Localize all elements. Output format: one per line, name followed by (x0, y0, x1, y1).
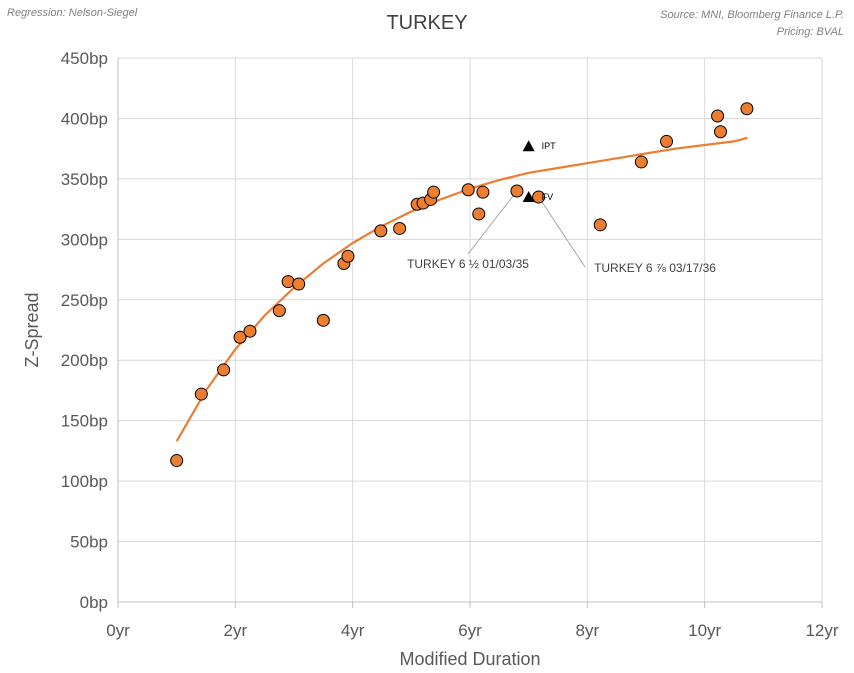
data-point (593, 218, 607, 232)
data-point (292, 277, 306, 291)
x-tick-label: 10yr (688, 621, 721, 640)
y-tick-label: 100bp (61, 472, 108, 491)
y-tick-label: 400bp (61, 109, 108, 128)
data-point (170, 454, 184, 468)
x-axis-title: Modified Duration (399, 649, 540, 669)
x-tick-label: 8yr (576, 621, 600, 640)
y-tick-label: 300bp (61, 230, 108, 249)
y-tick-label: 50bp (70, 533, 108, 552)
triangle-marker (522, 191, 535, 203)
data-point (740, 102, 754, 116)
callout-leader-line (538, 196, 586, 268)
source-line: Source: MNI, Bloomberg Finance L.P. (660, 9, 844, 21)
data-point (281, 275, 295, 289)
marker-label: IPT (542, 141, 557, 151)
x-tick-label: 0yr (106, 621, 130, 640)
data-point (393, 221, 407, 235)
data-point (233, 330, 247, 344)
data-point (316, 313, 330, 327)
y-tick-label: 350bp (61, 170, 108, 189)
data-point (532, 190, 546, 204)
pricing-markers: IPT FV (522, 140, 557, 203)
data-point (217, 363, 231, 377)
x-tick-label: 4yr (341, 621, 365, 640)
callout-labels: TURKEY 6 ½ 01/03/35 TURKEY 6 ⅞ 03/17/36 (407, 257, 716, 275)
pricing-line: Pricing: BVAL (776, 26, 844, 38)
callout-label: TURKEY 6 ½ 01/03/35 (407, 257, 529, 271)
y-tick-label: 250bp (61, 291, 108, 310)
data-point (194, 387, 208, 401)
data-point (714, 125, 728, 139)
data-point (243, 324, 257, 338)
y-tick-label: 0bp (80, 593, 108, 612)
data-point (341, 249, 355, 263)
data-point (427, 185, 441, 199)
x-tick-label: 12yr (805, 621, 838, 640)
data-point (634, 155, 648, 169)
y-tick-label: 150bp (61, 412, 108, 431)
data-points (170, 102, 754, 468)
source-note: Source: MNI, Bloomberg Finance L.P. Pric… (660, 7, 844, 41)
data-point (476, 185, 490, 199)
data-point (461, 183, 475, 197)
data-point (374, 224, 388, 238)
fit-curve-layer (175, 136, 748, 442)
y-tick-label: 450bp (61, 49, 108, 68)
callout-leaders (467, 190, 586, 268)
data-point (272, 304, 286, 318)
data-point (510, 184, 524, 198)
y-axis-title: Z-Spread (22, 292, 42, 367)
axes (117, 58, 823, 608)
triangle-marker (522, 140, 535, 152)
x-tick-label: 2yr (224, 621, 248, 640)
data-point (660, 134, 674, 148)
chart-title: TURKEY (386, 12, 468, 34)
x-tick-label: 6yr (458, 621, 482, 640)
callout-leader-line (467, 190, 518, 255)
marker-label: FV (542, 192, 554, 202)
callout-label: TURKEY 6 ⅞ 03/17/36 (594, 261, 716, 275)
data-point (711, 109, 725, 123)
fit-curve (175, 136, 748, 442)
data-point (472, 207, 486, 221)
tick-labels: 0bp 50bp 100bp 150bp 200bp 250bp 300bp 350bp 400… (61, 49, 839, 640)
gridlines (118, 57, 823, 602)
y-tick-label: 200bp (61, 351, 108, 370)
regression-note: Regression: Nelson-Siegel (7, 7, 138, 19)
